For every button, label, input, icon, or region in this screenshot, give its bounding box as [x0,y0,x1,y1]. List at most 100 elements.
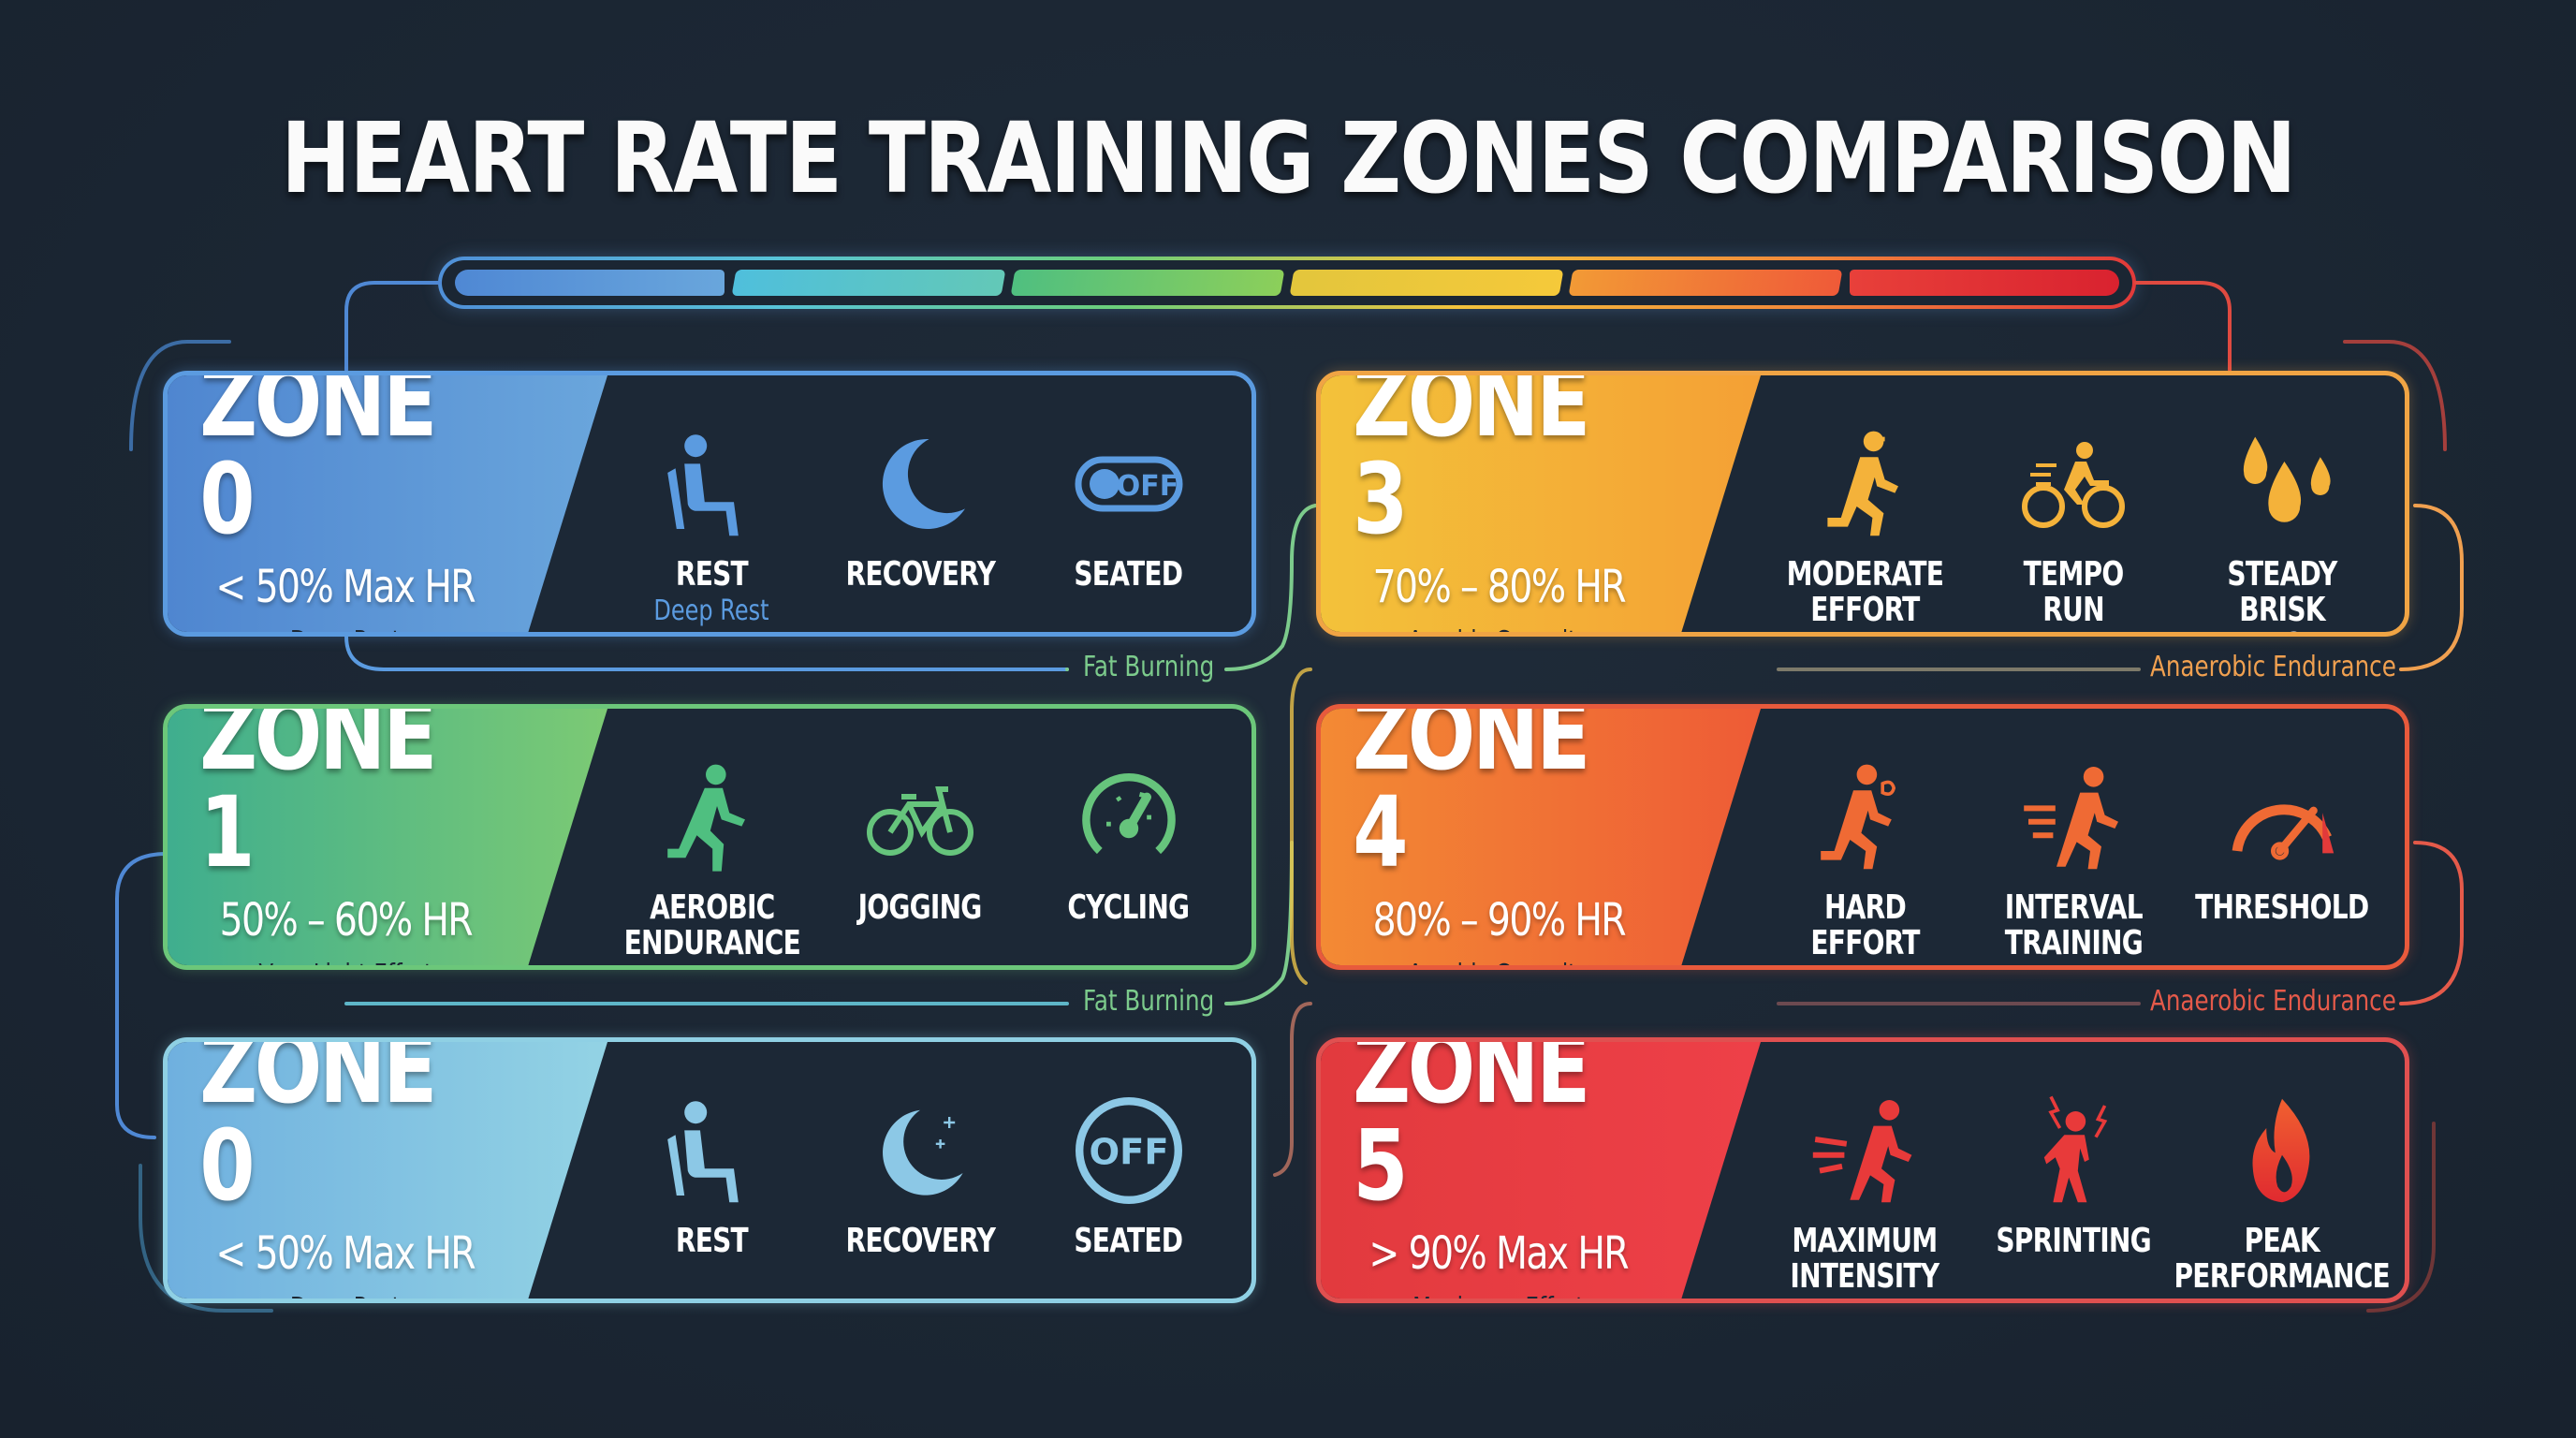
activity-list: MODERATE EFFORT TEMPO RUN STEADY BRISK P… [1761,375,2386,632]
zone-label-panel: ZONE 0 < 50% Max HR Deep Rest [168,375,607,632]
activity-label: JOGGING [857,888,983,927]
flame-icon [2252,1098,2310,1203]
seated-person-icon [667,1101,739,1203]
zone-range: < 50% Max HR [215,1226,476,1280]
svg-text:OFF: OFF [1116,470,1178,503]
activity-maximum-intensity: MAXIMUM INTENSITY [1762,1094,1968,1295]
zone-card-3: ZONE 3 70% – 80% HR Aerobic Capacity MOD… [1316,371,2409,637]
activity-peak-performance: PEAK PERFORMANCE [2174,1094,2391,1295]
activity-seated: OFF SEATED [1026,428,1232,593]
activity-sublabel: Deep Rest [653,594,769,627]
activity-moderate-effort: MODERATE EFFORT [1762,428,1968,628]
spectrum-segment-6 [1850,270,2119,296]
zone-name: ZONE 0 [199,1037,437,1223]
zone-label-panel: ZONE 3 70% – 80% HR Aerobic Capacity [1321,375,1761,632]
activity-seated: OFF SEATED [1026,1094,1232,1259]
gauge-icon [2232,804,2334,860]
zone-label-panel: ZONE 5 > 90% Max HR Maximum Effort [1321,1042,1761,1299]
activity-hard-effort: HARD EFFORT [1762,761,1968,961]
activity-jogging: JOGGING [817,761,1023,926]
moon-icon [882,438,965,529]
activity-label: STEADY BRISK PACE [2227,555,2337,632]
activity-steady-brisk-pace: STEADY BRISK PACE [2179,428,2385,632]
activity-label: SEATED [1074,555,1184,594]
activity-list: REST RECOVERY OFF SEATED [607,1042,1233,1299]
zone-spectrum-bar [438,257,2136,309]
zone-name: ZONE 5 [1353,1037,1590,1223]
zone-range: 70% – 80% HR [1372,560,1626,613]
activity-interval-training: INTERVAL TRAINING [1970,761,2176,961]
spectrum-segment-5 [1568,270,1843,296]
bicycle-icon [866,786,973,856]
activity-rest: REST [608,1094,814,1259]
moon-stars-icon [883,1109,963,1196]
spectrum-segment-3 [1010,270,1285,296]
activity-list: MAXIMUM INTENSITY SPRINTING PEAK PERFORM… [1761,1042,2391,1299]
activity-label: RECOVERY [845,1222,995,1260]
activity-cycling: CYCLING [1026,761,1232,926]
activity-rest: REST Deep Rest [608,428,814,627]
activity-aerobic-endurance: AEROBIC ENDURANCE [608,761,814,961]
activity-label: REST [675,555,749,594]
cyclist-icon [2021,442,2125,528]
activity-sprinting: SPRINTING [1970,1094,2176,1259]
svg-text:OFF: OFF [1089,1131,1168,1173]
off-circle-icon: OFF [1075,1097,1182,1204]
zone-description: Maximum Effort [1412,1291,1584,1299]
activity-label: RECOVERY [845,555,995,594]
connector-label-anaerobic-endurance-2: Anaerobic Endurance [2150,985,2396,1018]
spectrum-segment-1 [455,270,724,296]
spectrum-segment-4 [1289,270,1564,296]
fast-runner-icon [2024,767,2118,870]
activity-label: SEATED [1074,1222,1184,1260]
activity-list: HARD EFFORT INTERVAL TRAINING THRESHOLD [1761,709,2386,965]
lightning-person-icon [2043,1095,2108,1203]
zone-name: ZONE 3 [1353,371,1590,556]
zone-name: ZONE 4 [1353,704,1590,889]
activity-label: TEMPO RUN [2023,555,2125,629]
zone-range: > 90% Max HR [1368,1226,1630,1280]
zone-description: Aerobic Capacity [1408,958,1589,966]
zone-description: Aerobic Capacity [1408,624,1589,633]
zone-description: Deep Rest [290,624,401,633]
zone-name: ZONE 0 [199,371,437,556]
zone-range: 80% – 90% HR [1372,893,1626,946]
zone-card-5: ZONE 5 > 90% Max HR Maximum Effort MAXIM… [1316,1037,2409,1303]
connector-label-fat-burning-2: Fat Burning [1083,985,1215,1018]
activity-label: MODERATE EFFORT [1786,555,1944,629]
activity-recovery: RECOVERY [817,1094,1023,1259]
activity-label: INTERVAL TRAINING [2004,888,2143,962]
zone-range: 50% – 60% HR [219,893,473,946]
activity-threshold: THRESHOLD [2179,761,2385,926]
activity-label: SPRINTING [1996,1222,2151,1260]
seated-person-icon [667,434,739,536]
zone-label-panel: ZONE 1 50% – 60% HR Very Light Effort [168,709,607,965]
zone-card-0-bottom: ZONE 0 < 50% Max HR Deep Rest REST RECOV… [163,1037,1256,1303]
activity-label: HARD EFFORT [1810,888,1920,962]
activity-label: MAXIMUM INTENSITY [1790,1222,1940,1296]
activity-list: REST Deep Rest RECOVERY OFF SEATED [607,375,1233,632]
zone-card-4: ZONE 4 80% – 90% HR Aerobic Capacity HAR… [1316,704,2409,970]
speedometer-icon [1081,773,1176,855]
zone-card-1: ZONE 1 50% – 60% HR Very Light Effort AE… [163,704,1256,970]
activity-label: CYCLING [1067,888,1191,927]
zone-label-panel: ZONE 0 < 50% Max HR Deep Rest [168,1042,607,1299]
spectrum-segment-2 [731,270,1006,296]
sweat-drops-icon [2243,436,2331,522]
page-title: HEART RATE TRAINING ZONES COMPARISON [281,101,2296,215]
off-toggle-icon: OFF [1075,456,1183,512]
panting-runner-icon [1821,764,1896,870]
activity-list: AEROBIC ENDURANCE JOGGING CYCLING [607,709,1233,965]
zone-name: ZONE 1 [199,704,437,889]
activity-label: AEROBIC ENDURANCE [623,888,800,962]
zone-description: Very Light Effort [258,958,432,966]
activity-label: REST [675,1222,749,1260]
running-person-icon [1827,431,1899,536]
activity-label: THRESHOLD [2195,888,2369,927]
zone-range: < 50% Max HR [215,560,476,613]
activity-recovery: RECOVERY [817,428,1023,593]
walking-person-icon [667,764,746,872]
activity-tempo-run: TEMPO RUN [1970,428,2176,628]
zone-card-0-top: ZONE 0 < 50% Max HR Deep Rest REST Deep … [163,371,1256,637]
connector-label-fat-burning-1: Fat Burning [1083,651,1215,683]
